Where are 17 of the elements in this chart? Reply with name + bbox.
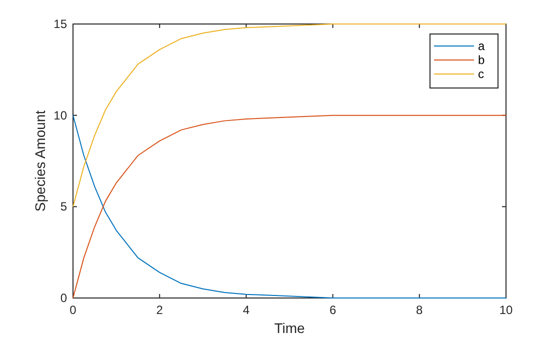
x-tick-label: 0 <box>70 303 77 317</box>
y-tick-label: 15 <box>54 17 68 31</box>
legend-label: b <box>478 53 485 67</box>
x-tick-label: 4 <box>242 303 250 317</box>
line-series <box>72 114 506 298</box>
y-tick-label: 0 <box>60 291 68 305</box>
legend-label: c <box>478 67 484 81</box>
x-tick-label: 2 <box>156 303 164 317</box>
y-tick-label: 10 <box>54 108 68 122</box>
y-axis-title: Species Amount <box>32 110 48 212</box>
line-series <box>72 24 506 208</box>
x-tick-label: 10 <box>499 303 513 317</box>
x-axis-title: Time <box>274 320 306 336</box>
x-tick-label: 6 <box>329 303 336 317</box>
y-tick-label: 5 <box>60 200 68 214</box>
x-tick-label: 8 <box>416 303 424 317</box>
legend-label: a <box>478 39 485 53</box>
